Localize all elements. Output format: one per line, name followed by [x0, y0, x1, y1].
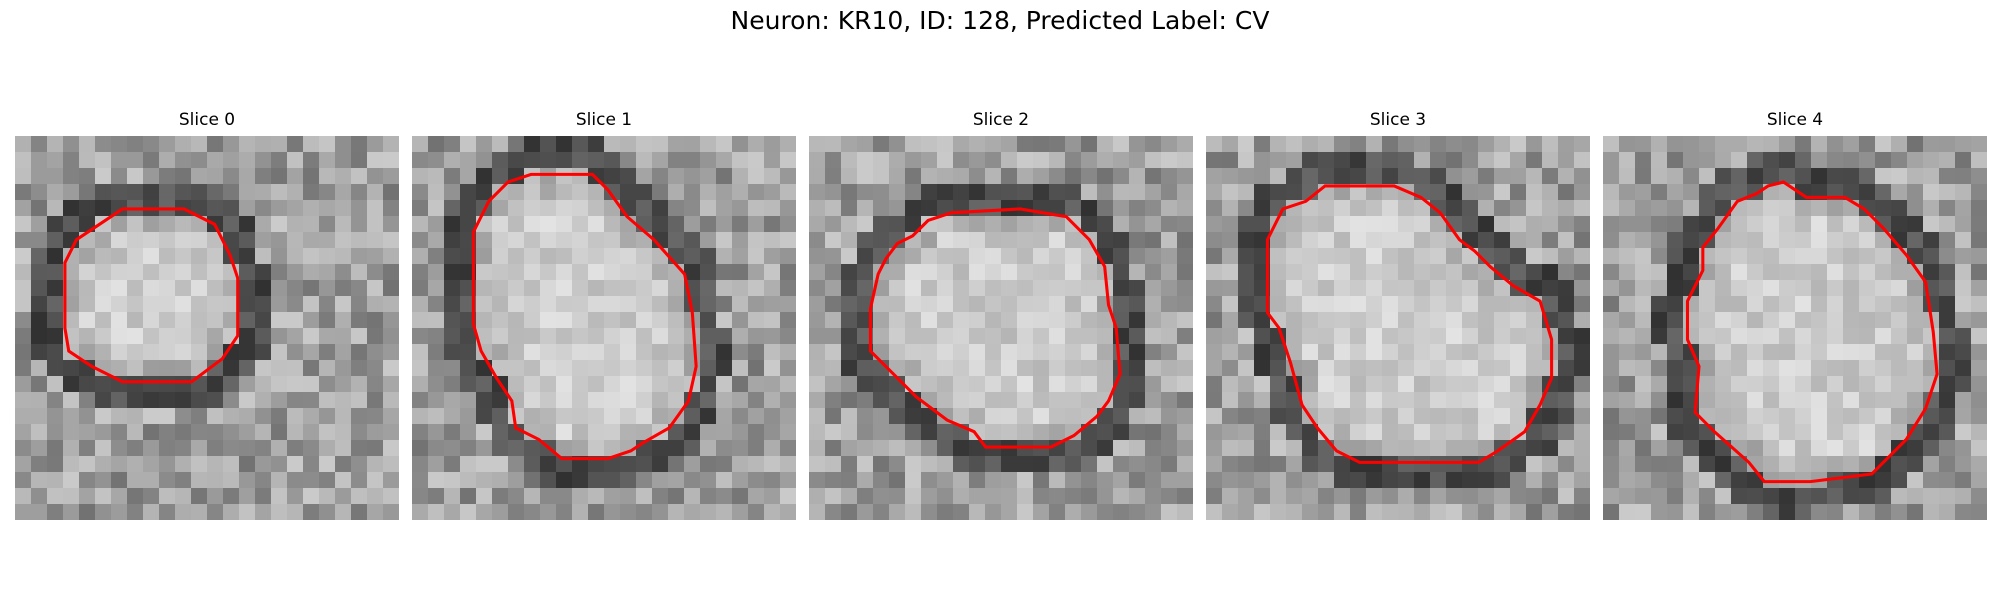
slice-image: [1603, 136, 1987, 520]
slice-panel-1: Slice 1: [412, 108, 796, 520]
neuron-contour: [868, 207, 1122, 449]
slice-image: [15, 136, 399, 520]
slice-title: Slice 4: [1766, 110, 1824, 130]
grayscale-image: [809, 136, 1193, 520]
neuron-contour: [471, 172, 698, 461]
neuron-contour: [1265, 184, 1554, 464]
slice-panel-2: Slice 2: [809, 108, 1193, 520]
slice-panel-4: Slice 4: [1603, 108, 1987, 520]
neuron-contour: [1685, 180, 1939, 484]
grayscale-image: [1206, 136, 1590, 520]
slice-panel-0: Slice 0: [15, 108, 399, 520]
slice-title: Slice 0: [178, 110, 236, 130]
contour-overlay: [63, 207, 240, 384]
neuron-contour: [63, 207, 240, 384]
slice-title: Slice 2: [972, 110, 1030, 130]
slice-title: Slice 1: [575, 110, 633, 130]
slice-image: [809, 136, 1193, 520]
slice-image: [412, 136, 796, 520]
grayscale-image: [15, 136, 399, 520]
contour-overlay: [1685, 180, 1939, 484]
contour-overlay: [868, 207, 1122, 449]
contour-overlay: [471, 172, 698, 461]
slice-image: [1206, 136, 1590, 520]
contour-overlay: [1265, 184, 1554, 464]
grayscale-image: [1603, 136, 1987, 520]
slice-title: Slice 3: [1369, 110, 1427, 130]
figure-title: Neuron: KR10, ID: 128, Predicted Label: …: [730, 6, 1270, 35]
slice-panel-3: Slice 3: [1206, 108, 1590, 520]
